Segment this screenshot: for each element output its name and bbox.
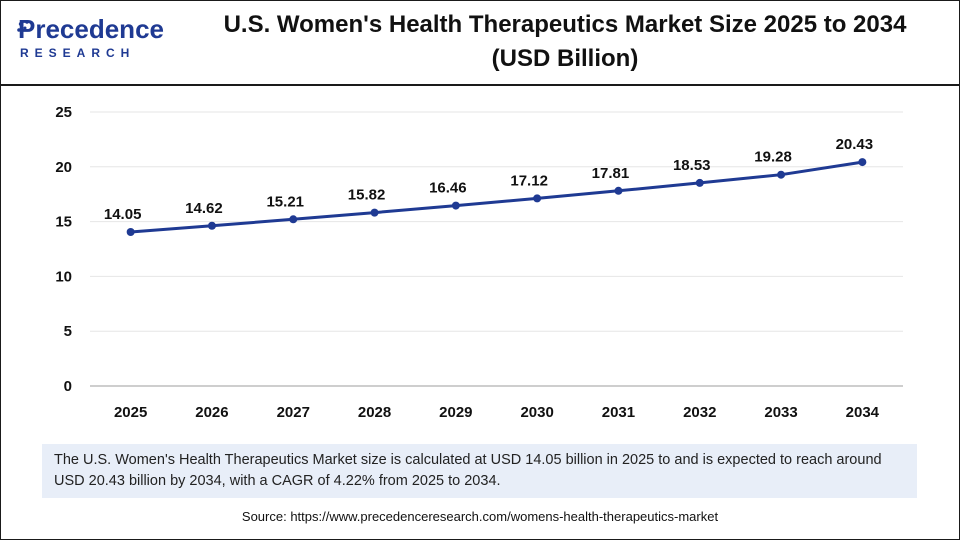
x-tick-label: 2031 — [602, 404, 635, 421]
brand-tagline: RESEARCH — [20, 46, 136, 60]
y-tick-label: 5 — [64, 323, 72, 340]
data-point-2030[interactable] — [533, 194, 542, 203]
data-label-2028: 15.82 — [348, 187, 386, 204]
brand-logo[interactable]: Precedence RESEARCH — [17, 14, 168, 70]
data-point-2029[interactable] — [451, 201, 460, 210]
chart-title: U.S. Women's Health Therapeutics Market … — [180, 8, 950, 76]
data-label-2033: 19.28 — [754, 149, 792, 166]
data-label-2031: 17.81 — [592, 165, 630, 182]
data-label-2032: 18.53 — [673, 157, 711, 174]
logo-mark-icon — [17, 20, 29, 32]
y-tick-label: 25 — [55, 104, 72, 121]
x-tick-label: 2027 — [277, 404, 310, 421]
x-tick-label: 2025 — [114, 404, 147, 421]
brand-initial: P — [18, 14, 36, 44]
data-point-2028[interactable] — [370, 208, 379, 217]
y-tick-label: 10 — [55, 268, 72, 285]
data-labels: 14.05 14.62 15.21 15.82 16.46 17.12 17.81 18.53… — [104, 136, 873, 223]
x-tick-label: 2032 — [683, 404, 716, 421]
brand-name: Precedence — [18, 14, 164, 45]
y-tick-label: 0 — [64, 378, 72, 395]
brand-name-rest: recedence — [35, 14, 164, 44]
grid-lines — [90, 111, 903, 332]
data-point-2026[interactable] — [207, 221, 216, 230]
data-label-2034: 20.43 — [836, 136, 874, 153]
x-tick-label: 2034 — [846, 404, 880, 421]
data-point-2033[interactable] — [777, 170, 786, 179]
data-point-2025[interactable] — [126, 228, 135, 237]
data-label-2029: 16.46 — [429, 180, 467, 197]
data-label-2027: 15.21 — [266, 193, 304, 210]
y-tick-label: 15 — [55, 214, 72, 231]
summary-note: The U.S. Women's Health Therapeutics Mar… — [42, 444, 917, 498]
x-tick-label: 2029 — [439, 404, 472, 421]
summary-note-text: The U.S. Women's Health Therapeutics Mar… — [54, 452, 882, 489]
data-point-2034[interactable] — [858, 158, 867, 167]
x-tick-label: 2026 — [195, 404, 228, 421]
y-tick-label: 20 — [55, 159, 72, 176]
chart-title-line1: U.S. Women's Health Therapeutics Market … — [223, 11, 907, 38]
source-citation: Source: https://www.precedenceresearch.c… — [241, 509, 719, 524]
chart-title-line2: (USD Billion) — [491, 45, 639, 72]
data-label-2025: 14.05 — [104, 206, 142, 223]
x-tick-label: 2030 — [520, 404, 553, 421]
data-point-2032[interactable] — [695, 178, 704, 187]
data-point-2031[interactable] — [614, 186, 623, 195]
header: Precedence RESEARCH U.S. Women's Health … — [0, 0, 960, 86]
data-point-2027[interactable] — [289, 215, 298, 224]
series-line — [130, 160, 863, 234]
x-tick-label: 2028 — [358, 404, 391, 421]
x-tick-label: 2033 — [764, 404, 797, 421]
series — [126, 158, 867, 237]
data-label-2030: 17.12 — [510, 172, 548, 189]
data-label-2026: 14.62 — [185, 200, 223, 217]
